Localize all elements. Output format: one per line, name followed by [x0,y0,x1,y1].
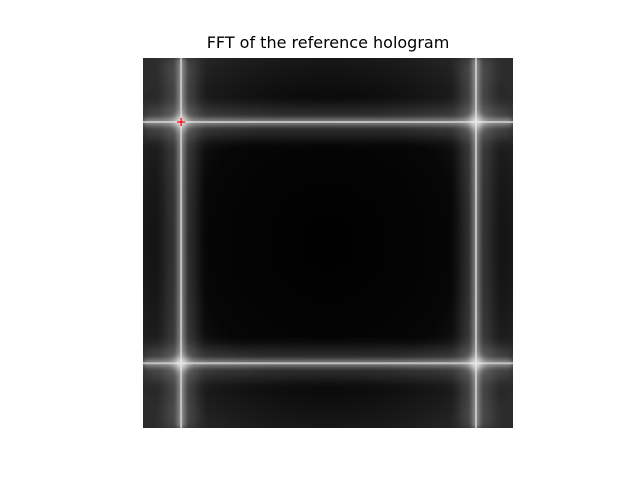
intersection-spots [174,115,483,371]
plus-marker-0 [177,118,186,127]
horizontal-line-0 [143,121,513,124]
vertical-line-1 [475,58,477,428]
chart-title: FFT of the reference hologram [206,33,450,52]
vertical-line-0 [180,58,183,428]
marker-layer [177,118,186,127]
line-core-layer [143,58,513,428]
intersection-spot-1-0 [469,115,483,130]
intersection-spot-1-1 [469,356,483,371]
horizontal-line-1 [143,362,513,365]
fft-image-axes [143,58,513,428]
intersection-spot-0-1 [174,356,189,371]
